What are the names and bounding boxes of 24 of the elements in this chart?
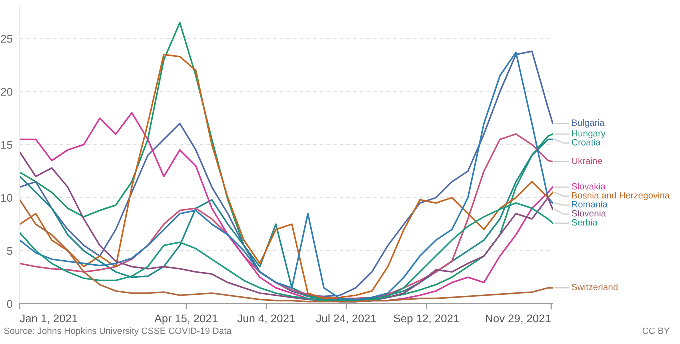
text: Slovenia	[572, 210, 606, 217]
x-tick-label: Sep 12, 2021	[394, 314, 460, 325]
text: Bosnia and Herzegovina	[572, 192, 670, 201]
text: Croatia	[572, 139, 601, 146]
text: Serbia	[572, 219, 598, 226]
x-tick-label: Jun 4, 2021	[238, 314, 295, 324]
text: Ukraine	[572, 158, 602, 164]
text: Slovakia	[572, 183, 606, 190]
text: Hungary	[572, 130, 606, 138]
source-note: Source: Johns Hopkins University CSSE COVID-19 Data	[4, 328, 232, 336]
text: Bulgaria	[572, 119, 605, 128]
y-tick-label: 25	[1, 35, 13, 43]
x-tick-label: Nov 29, 2021	[486, 314, 551, 324]
y-tick-label: 10	[2, 194, 13, 202]
text: Switzerland	[572, 284, 618, 291]
text: CC BY	[642, 328, 670, 334]
y-tick-label: 5	[7, 247, 13, 256]
y-tick-label: 20	[1, 88, 13, 96]
text: Romania	[572, 201, 608, 208]
y-tick-label: 0	[7, 300, 13, 308]
y-tick-label: 15	[2, 141, 13, 150]
x-tick-label: Apr 15, 2021	[154, 314, 218, 325]
x-tick-label: Jan 1, 2021	[20, 314, 78, 324]
x-tick-label: Jul 24, 2021	[316, 314, 376, 324]
